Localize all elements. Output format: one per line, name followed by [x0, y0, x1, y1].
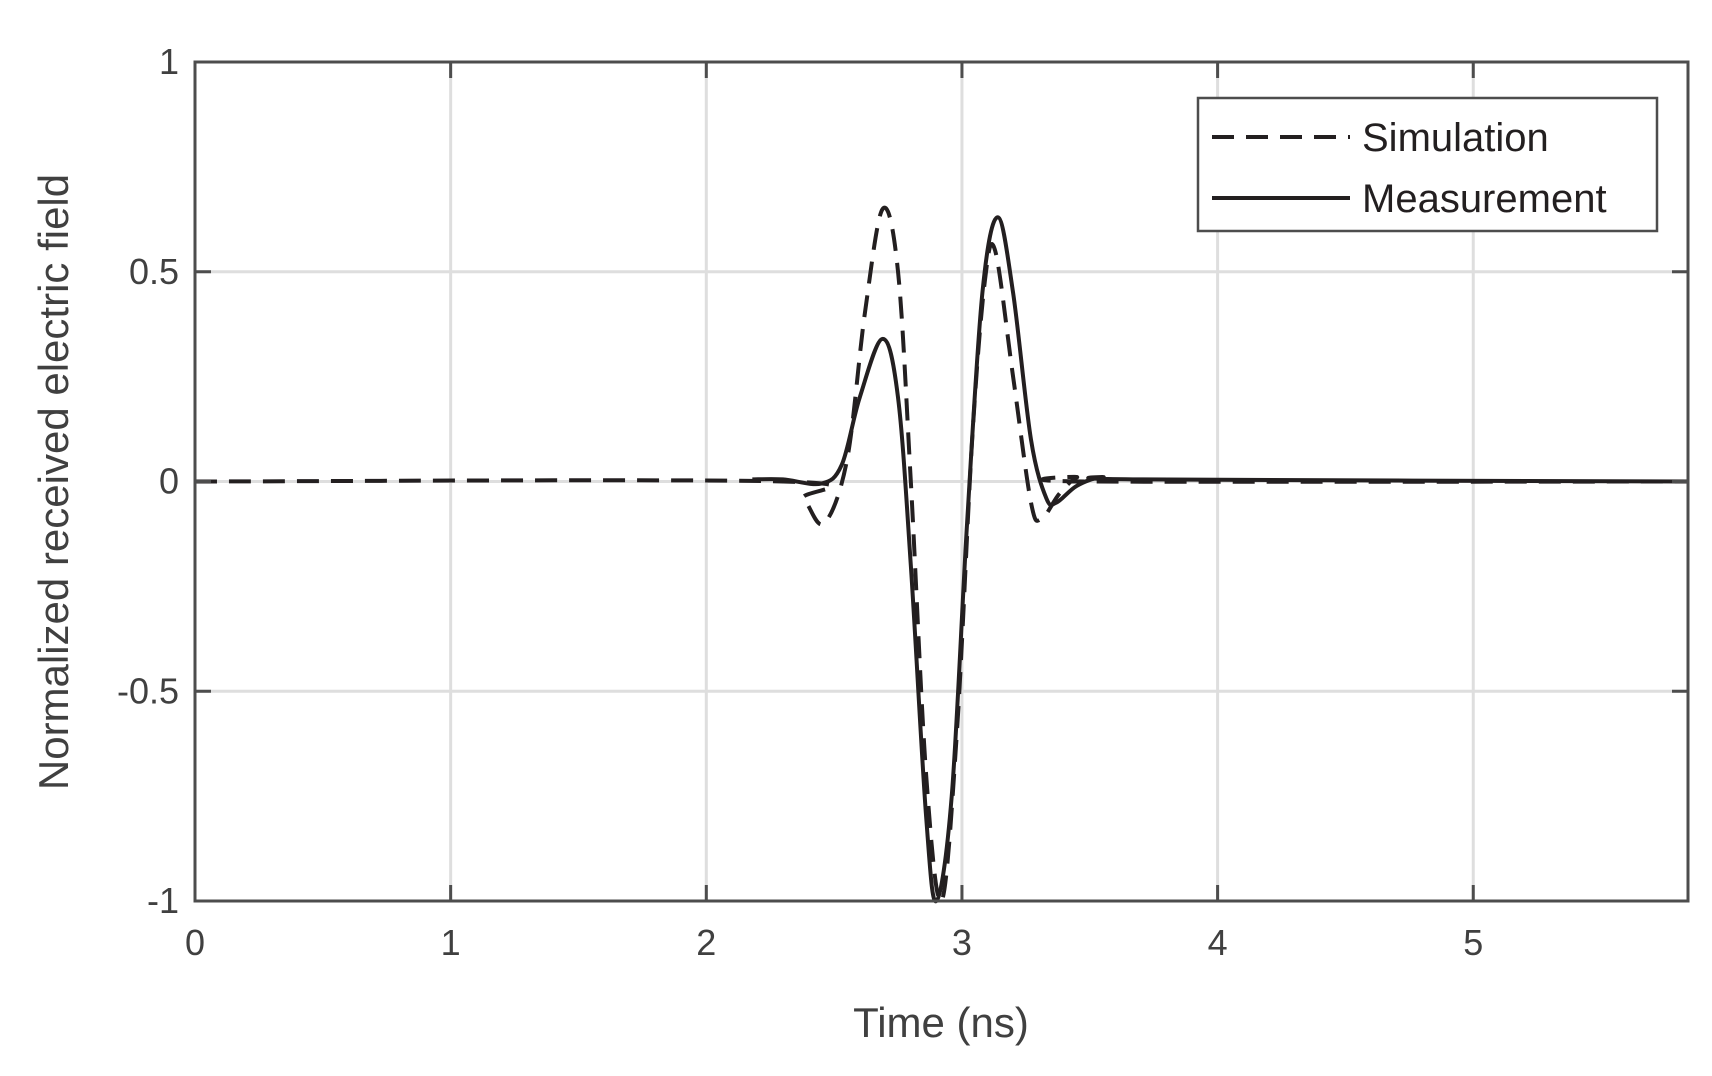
series-line-measurement	[752, 215, 1689, 904]
x-tick-label: 0	[185, 922, 205, 963]
x-axis-label: Time (ns)	[853, 999, 1029, 1046]
ticks: 0 1 2 3 4 5 -1 -0.5 0 0.5 1	[117, 41, 1688, 963]
x-tick-label: 3	[952, 922, 972, 963]
x-tick-label: 1	[441, 922, 461, 963]
series-line-simulation	[194, 205, 1689, 904]
y-tick-label: -1	[147, 880, 179, 921]
legend-label-measurement: Measurement	[1362, 177, 1607, 221]
y-tick-label: 0	[159, 461, 179, 502]
x-tick-label: 5	[1463, 922, 1483, 963]
y-tick-label: -0.5	[117, 670, 179, 711]
series-lines	[194, 205, 1689, 904]
legend-box	[1196, 96, 1659, 233]
x-tick-label: 4	[1208, 922, 1228, 963]
y-tick-label: 0.5	[129, 251, 179, 292]
x-tick-label: 2	[696, 922, 716, 963]
y-tick-label: 1	[159, 41, 179, 82]
legend: Simulation Measurement	[1196, 96, 1659, 233]
legend-label-simulation: Simulation	[1362, 116, 1549, 160]
y-axis-label: Normalized received electric field	[30, 174, 77, 790]
